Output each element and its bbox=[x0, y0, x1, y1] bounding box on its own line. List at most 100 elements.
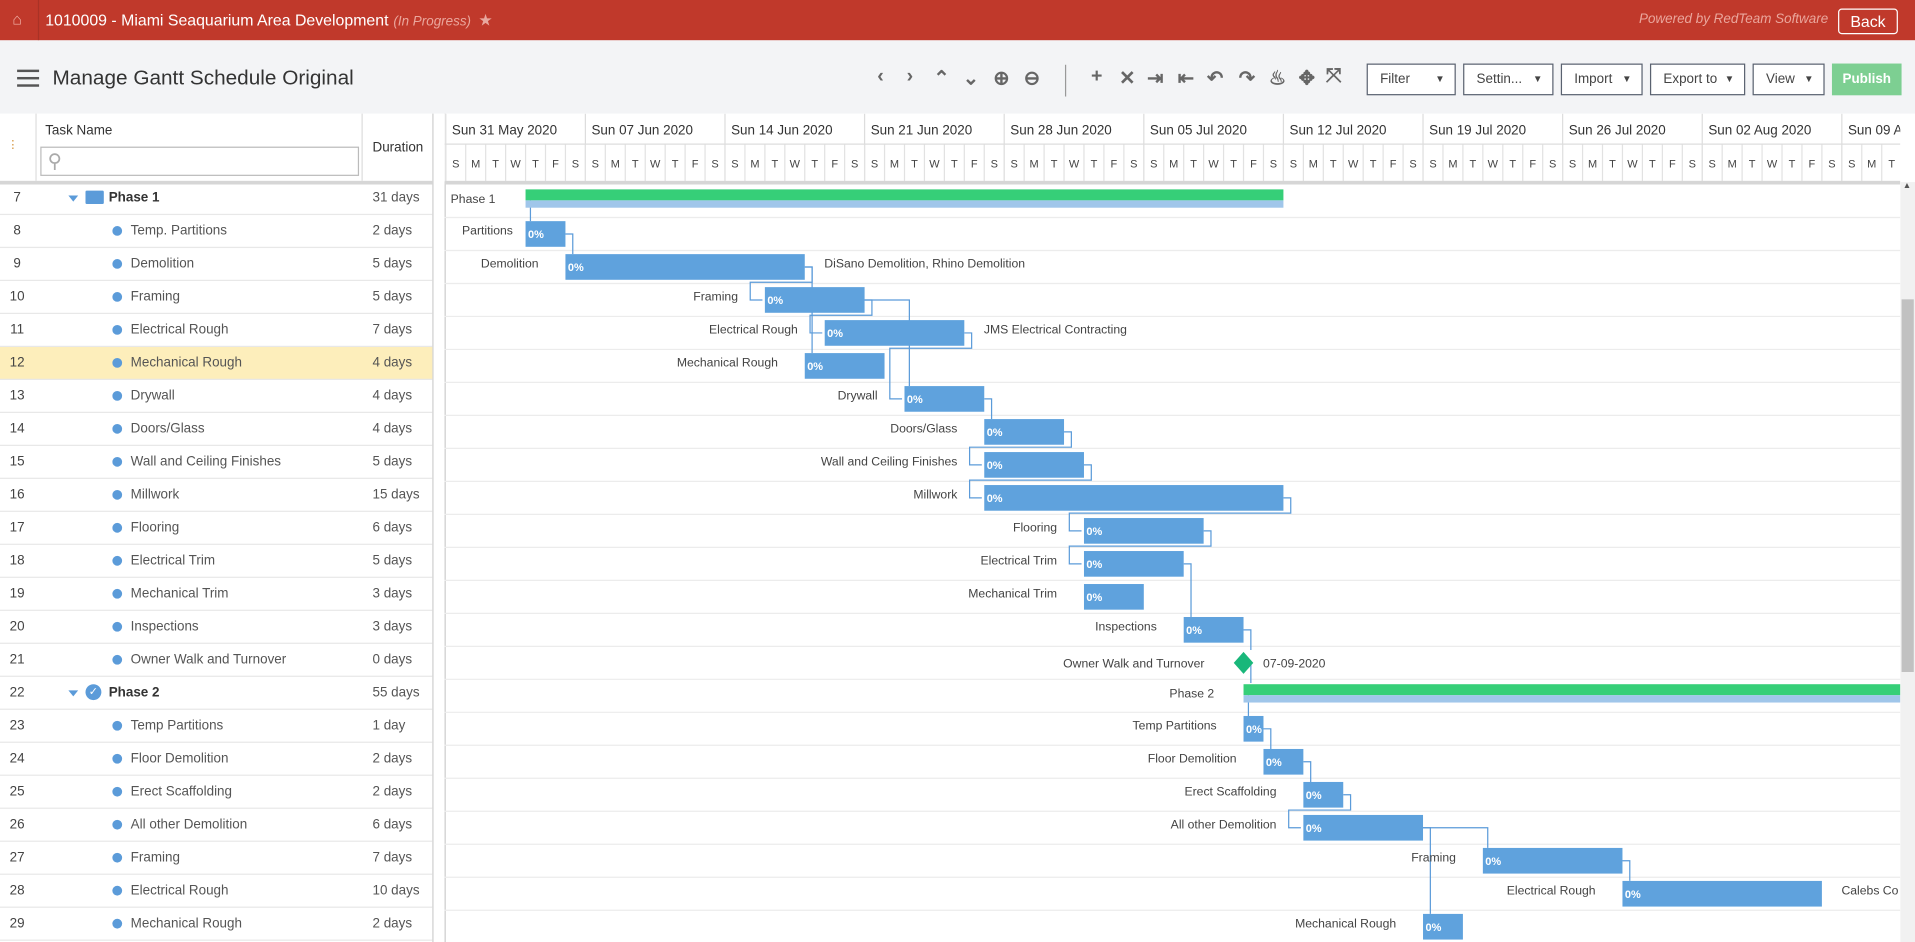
task-row[interactable]: 28 Electrical Rough 10 days bbox=[0, 875, 433, 908]
dependency-link[interactable] bbox=[1303, 761, 1312, 782]
redo-icon[interactable]: ↷ bbox=[1238, 68, 1256, 90]
dependency-link[interactable] bbox=[1183, 563, 1192, 618]
publish-button[interactable]: Publish bbox=[1831, 63, 1902, 96]
phase-row[interactable]: 22 ✓ Phase 2 55 days bbox=[0, 677, 433, 710]
phase-bar[interactable] bbox=[1243, 684, 1901, 696]
task-row[interactable]: 23 Temp Partitions 1 day bbox=[0, 710, 433, 743]
dependency-link[interactable] bbox=[984, 398, 993, 420]
vertical-scrollbar[interactable]: ▲ bbox=[1900, 182, 1915, 942]
dropdown-filter[interactable]: Filter ▼ bbox=[1366, 63, 1456, 96]
dependency-link[interactable] bbox=[1243, 629, 1252, 650]
task-row[interactable]: 25 Erect Scaffolding 2 days bbox=[0, 776, 433, 809]
task-row[interactable]: 11 Electrical Rough 7 days bbox=[0, 314, 433, 347]
dependency-link[interactable] bbox=[1423, 827, 1431, 914]
dependency-link[interactable] bbox=[1068, 497, 1292, 532]
dropdown-view[interactable]: View ▼ bbox=[1752, 63, 1825, 96]
row-number: 29 bbox=[9, 916, 25, 932]
task-row[interactable]: 29 Mechanical Rough 2 days bbox=[0, 908, 433, 941]
undo-icon[interactable]: ↶ bbox=[1207, 68, 1224, 90]
critical-path-icon[interactable]: ♨ bbox=[1268, 68, 1287, 90]
outdent-icon[interactable]: ⇤ bbox=[1177, 68, 1195, 90]
task-row[interactable]: 18 Electrical Trim 5 days bbox=[0, 545, 433, 578]
task-row[interactable]: 10 Framing 5 days bbox=[0, 281, 433, 315]
task-bar[interactable] bbox=[824, 320, 965, 346]
zoom-in-icon[interactable]: ⊕ bbox=[993, 68, 1010, 90]
dependency-link[interactable] bbox=[968, 464, 1092, 499]
dependency-link[interactable] bbox=[889, 332, 973, 400]
back-button[interactable]: Back bbox=[1838, 8, 1898, 35]
zoom-out-icon[interactable]: ⊖ bbox=[1023, 68, 1041, 90]
task-bar[interactable] bbox=[1183, 617, 1244, 643]
indent-icon[interactable]: ⇥ bbox=[1147, 68, 1164, 90]
task-bar[interactable] bbox=[984, 485, 1284, 511]
phase-row[interactable]: 7 Phase 1 31 days bbox=[0, 182, 433, 216]
pane-splitter[interactable] bbox=[433, 113, 446, 942]
task-bar[interactable] bbox=[1083, 551, 1184, 577]
task-row[interactable]: 20 Inspections 3 days bbox=[0, 611, 433, 644]
task-bar[interactable] bbox=[1303, 814, 1424, 841]
task-progress: 0% bbox=[1485, 856, 1501, 868]
task-row[interactable]: 21 Owner Walk and Turnover 0 days bbox=[0, 644, 433, 677]
collapse-triangle-icon[interactable] bbox=[68, 195, 79, 202]
task-row[interactable]: 19 Mechanical Trim 3 days bbox=[0, 578, 433, 611]
task-bar[interactable] bbox=[984, 419, 1065, 445]
task-row[interactable]: 8 Temp. Partitions 2 days bbox=[0, 215, 433, 249]
collapse-triangle-icon[interactable] bbox=[68, 690, 79, 697]
dropdown-import[interactable]: Import ▼ bbox=[1560, 63, 1643, 96]
task-bar[interactable] bbox=[1263, 748, 1304, 775]
collapse-all-icon[interactable]: ⌃ bbox=[933, 68, 950, 90]
task-bar[interactable] bbox=[804, 353, 885, 379]
task-bar[interactable] bbox=[1303, 781, 1344, 808]
task-row[interactable]: 9 Demolition 5 days bbox=[0, 248, 433, 282]
fit-icon[interactable]: ✥ bbox=[1298, 68, 1315, 90]
task-search-input[interactable]: ⚲ bbox=[40, 146, 360, 176]
add-icon[interactable]: + bbox=[1091, 65, 1103, 87]
task-row[interactable]: 14 Doors/Glass 4 days bbox=[0, 413, 433, 446]
dependency-link[interactable] bbox=[1068, 530, 1212, 565]
task-bar[interactable] bbox=[1083, 584, 1144, 610]
task-bar[interactable] bbox=[525, 221, 566, 247]
scrollbar-thumb[interactable] bbox=[1901, 299, 1914, 672]
dependency-link[interactable] bbox=[1423, 827, 1489, 848]
expand-all-icon[interactable]: ⌄ bbox=[962, 68, 980, 90]
dependency-link[interactable] bbox=[864, 299, 910, 387]
task-bar[interactable] bbox=[1083, 518, 1204, 544]
task-bar[interactable] bbox=[1243, 715, 1264, 742]
task-bar[interactable] bbox=[764, 287, 865, 313]
drag-handle-icon[interactable]: ⋮ bbox=[7, 138, 19, 151]
collapse-icon[interactable]: ⤧ bbox=[1325, 65, 1342, 87]
task-row[interactable]: 12 Mechanical Rough 4 days bbox=[0, 346, 433, 380]
task-row[interactable]: 24 Floor Demolition 2 days bbox=[0, 743, 433, 776]
delete-icon[interactable]: ✕ bbox=[1119, 68, 1136, 90]
task-row[interactable]: 16 Millwork 15 days bbox=[0, 479, 433, 512]
task-bar[interactable] bbox=[565, 254, 805, 280]
task-bar[interactable] bbox=[1622, 880, 1822, 907]
duration-column-label[interactable]: Duration bbox=[372, 140, 424, 156]
task-row[interactable]: 17 Flooring 6 days bbox=[0, 512, 433, 545]
dependency-link[interactable] bbox=[1288, 794, 1352, 829]
task-bar[interactable] bbox=[1423, 913, 1463, 940]
task-row[interactable]: 26 All other Demolition 6 days bbox=[0, 809, 433, 842]
dependency-link[interactable] bbox=[1622, 860, 1631, 881]
home-icon[interactable]: ⌂ bbox=[12, 9, 22, 29]
task-bar[interactable] bbox=[1482, 847, 1623, 874]
scroll-up-icon[interactable]: ▲ bbox=[1902, 182, 1912, 191]
task-row[interactable]: 27 Framing 7 days bbox=[0, 842, 433, 875]
dependency-link[interactable] bbox=[565, 233, 574, 255]
dropdown-export-to[interactable]: Export to ▼ bbox=[1649, 63, 1746, 96]
hamburger-menu-icon[interactable] bbox=[17, 69, 40, 87]
day-label: S bbox=[1848, 158, 1855, 170]
phase-bar[interactable] bbox=[525, 189, 1284, 201]
dependency-link[interactable] bbox=[1263, 728, 1272, 749]
task-row[interactable]: 13 Drywall 4 days bbox=[0, 380, 433, 413]
previous-icon[interactable]: ‹ bbox=[877, 65, 884, 87]
dropdown-settin[interactable]: Settin... ▼ bbox=[1463, 63, 1554, 96]
task-row[interactable]: 15 Wall and Ceiling Finishes 5 days bbox=[0, 446, 433, 479]
dependency-link[interactable] bbox=[968, 431, 1072, 466]
task-bar[interactable] bbox=[904, 386, 985, 412]
task-bar[interactable] bbox=[984, 452, 1084, 478]
task-name-column-label[interactable]: Task Name bbox=[45, 123, 113, 139]
star-icon[interactable]: ★ bbox=[478, 10, 493, 30]
next-icon[interactable]: › bbox=[906, 65, 914, 87]
dependency-link[interactable] bbox=[804, 266, 813, 354]
